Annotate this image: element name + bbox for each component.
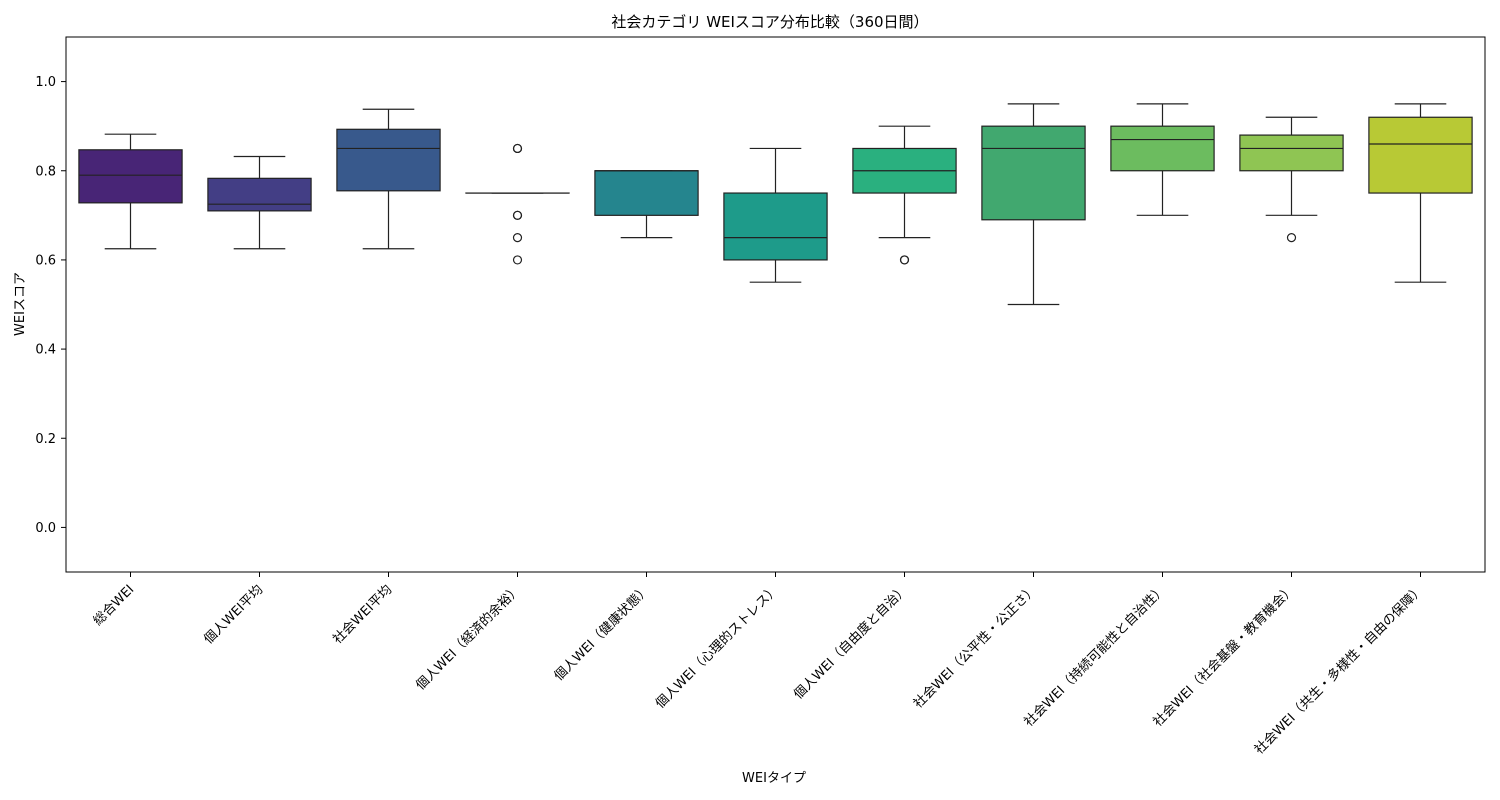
box-group (465, 143, 570, 265)
x-axis: 総合WEI 個人WEI平均 社会WEI平均 個人WEI（経済的余裕） 個人WEI（健康状… (91, 572, 1427, 758)
box-group (78, 133, 183, 250)
y-axis: 0.0 0.2 0.4 0.6 0.8 1.0 (35, 75, 66, 536)
iqr-box (1239, 134, 1344, 172)
iqr-box (207, 177, 312, 212)
iqr-box (78, 149, 183, 204)
outlier-point (512, 143, 523, 154)
y-tick-label: 0.8 (35, 164, 56, 179)
box-group (981, 103, 1086, 306)
y-tick-label: 0.4 (35, 343, 56, 358)
iqr-box (336, 128, 441, 192)
box-group (1110, 103, 1215, 216)
y-tick-label: 1.0 (35, 75, 56, 90)
iqr-box (723, 192, 828, 261)
x-tick-label: 個人WEI（自由度と自治） (790, 582, 911, 703)
outlier-point (512, 233, 523, 243)
boxes-layer (78, 103, 1473, 306)
iqr-box (1368, 116, 1473, 194)
x-tick-label: 社会WEI（社会基盤・教育機会） (1150, 582, 1298, 730)
box-group (1239, 116, 1344, 243)
iqr-box (594, 170, 699, 216)
x-tick-label: 個人WEI（健康状態） (551, 582, 653, 684)
y-tick-label: 0.2 (35, 432, 56, 447)
chart-title: 社会カテゴリ WEIスコア分布比較（360日間） (611, 13, 928, 31)
box-group (852, 125, 957, 265)
x-tick-label: 個人WEI（心理的ストレス） (652, 582, 782, 712)
outlier-point (1286, 233, 1297, 243)
x-tick-label: 社会WEI（持続可能性と自治性） (1021, 582, 1169, 730)
box-group (1368, 103, 1473, 283)
y-axis-label: WEIスコア (13, 272, 28, 336)
box-group (723, 147, 828, 283)
x-tick-label: 社会WEI（公平性・公正さ） (910, 582, 1040, 712)
x-tick-label: 総合WEI (91, 582, 138, 629)
x-tick-label: 社会WEI平均 (330, 582, 396, 648)
outlier-point (899, 255, 910, 265)
x-tick-label: 個人WEI平均 (201, 582, 266, 647)
box-group (336, 108, 441, 250)
box-group (594, 170, 699, 239)
y-tick-label: 0.6 (35, 253, 56, 268)
outlier-point (512, 210, 523, 220)
box-group (207, 155, 312, 250)
outlier-point (512, 255, 523, 265)
y-tick-label: 0.0 (35, 521, 56, 536)
x-tick-label: 個人WEI（経済的余裕） (413, 582, 525, 694)
iqr-box (1110, 125, 1215, 172)
iqr-box (981, 125, 1086, 221)
x-axis-label: WEIタイプ (742, 771, 806, 786)
